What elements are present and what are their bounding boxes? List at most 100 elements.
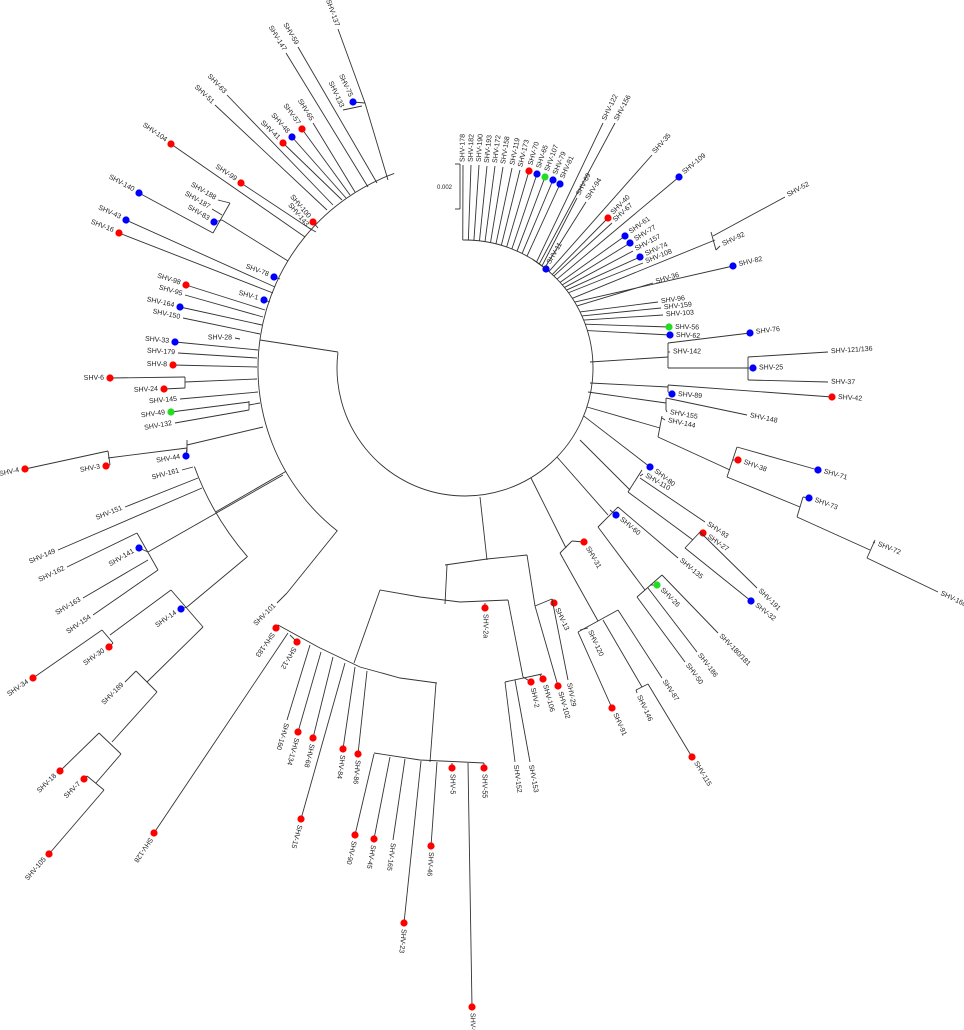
blue-marker-dot (749, 364, 757, 372)
leaf-branch (479, 165, 488, 241)
leaf: SHV-48 (269, 112, 347, 199)
leaf-label: SHV-3 (80, 464, 101, 474)
internal-branch (215, 471, 286, 513)
leaf-branch (179, 391, 259, 400)
leaf-branch (635, 689, 638, 694)
leaf-label: SHV-99 (214, 163, 238, 182)
blue-marker-dot (621, 232, 629, 240)
internal-branch (186, 426, 264, 446)
leaf: SHV-92 (715, 231, 746, 251)
leaf-branch (297, 651, 322, 733)
red-marker-dot (105, 643, 113, 651)
leaf-branch (282, 142, 343, 201)
internal-branch (597, 526, 646, 591)
internal-branch (364, 102, 389, 181)
internal-branch (726, 476, 801, 508)
red-marker-dot (102, 462, 110, 470)
leaf: SHV-132 (144, 409, 250, 432)
leaf-branch (712, 196, 786, 237)
leaf: SHV-31 (571, 538, 602, 570)
red-marker-dot (150, 829, 158, 837)
red-marker-dot (293, 638, 301, 646)
leaf-label: SHV-92 (721, 231, 746, 248)
leaf-label: SHV-152 (512, 765, 522, 794)
leaf: SHV-105 (24, 789, 105, 882)
red-marker-dot (539, 675, 547, 683)
leaf-branch (179, 306, 263, 326)
leaf-branch (574, 265, 734, 303)
leaf-label: SHV-7 (63, 781, 82, 800)
leaf-label: SHV-36 (655, 272, 680, 286)
leaf: SHV-46 (425, 761, 438, 876)
leaf-label: SHV-165 (385, 842, 396, 871)
leaf-label: SHV-135 (678, 557, 704, 581)
leaf-branch (185, 284, 266, 311)
leaf-branch (562, 242, 631, 286)
internal-branch (429, 682, 437, 763)
leaf: SHV-89 (667, 390, 702, 400)
leaf-label: SHV-183 (254, 631, 276, 658)
leaf-label: SHV-182 (468, 134, 476, 162)
leaf-branch (124, 670, 137, 683)
leaf-branch (181, 466, 194, 471)
leaf-branch (490, 166, 504, 243)
leaf-branch (301, 128, 351, 196)
leaf-label: SHV-178 (460, 134, 467, 162)
leaf-branch (312, 122, 356, 193)
leaf-branch (286, 644, 311, 721)
blue-marker-dot (729, 262, 737, 270)
leaf: SHV-93 (639, 477, 730, 540)
red-marker-dot (167, 140, 175, 148)
internal-branch (587, 391, 667, 404)
leaf-branch (234, 337, 241, 340)
blue-marker-dot (288, 133, 296, 141)
internal-branch (635, 683, 649, 691)
leaf-label: SHV-38 (742, 459, 767, 474)
internal-branch (602, 619, 643, 688)
leaf-branch (665, 409, 668, 413)
leaf-branch (534, 605, 559, 687)
blue-marker-dot (349, 98, 357, 106)
internal-branch (589, 382, 669, 388)
leaf-branch (504, 681, 516, 763)
internal-branch (559, 540, 573, 554)
leaf-label: SHV-137 (324, 0, 340, 27)
leaf-branch (125, 219, 276, 288)
leaf-branch (172, 364, 258, 368)
red-marker-dot (699, 529, 707, 537)
leaf: SHV-65 (296, 98, 356, 193)
leaf-branch (699, 531, 758, 589)
leaf-branch (184, 294, 264, 318)
internal-branch (186, 556, 248, 608)
leaf: SHV-29 (551, 598, 577, 707)
leaf-label: SHV-121/136 (831, 346, 873, 356)
leaf-label: SHV-149 (28, 548, 57, 566)
leaf-label: SHV-42 (838, 394, 863, 403)
red-marker-dot (580, 538, 588, 546)
leaf-branch (467, 762, 473, 1008)
red-marker-dot (106, 374, 114, 382)
leaf: SHV-152 (504, 681, 522, 794)
leaf: SHV-2a (481, 603, 489, 638)
leaf-branch (667, 384, 833, 398)
blue-marker-dot (646, 463, 654, 471)
internal-branch (636, 574, 663, 598)
leaf-label: SHV-2 (529, 687, 540, 708)
leaf-branch (636, 596, 686, 663)
leaf-branch (667, 332, 751, 344)
leaf: SHV-103 (583, 310, 694, 321)
leaf-label: SHV-8 (147, 361, 168, 368)
leaf-branch (747, 351, 829, 358)
leaf-label: SHV-160 (275, 722, 290, 751)
leaf-branch (647, 587, 698, 653)
leaf-label: SHV-16 (90, 219, 115, 234)
leaf-branch (403, 760, 422, 924)
leaf-branch (337, 28, 366, 104)
leaf: SHV-44 (156, 446, 190, 465)
leaf-branch (556, 176, 680, 280)
leaf: SHV-87 (617, 609, 680, 703)
blue-marker-dot (668, 390, 676, 398)
leaf-label: SHV-60 (618, 516, 641, 537)
leaf-label: SHV-35 (651, 132, 672, 155)
internal-branch (479, 496, 488, 561)
